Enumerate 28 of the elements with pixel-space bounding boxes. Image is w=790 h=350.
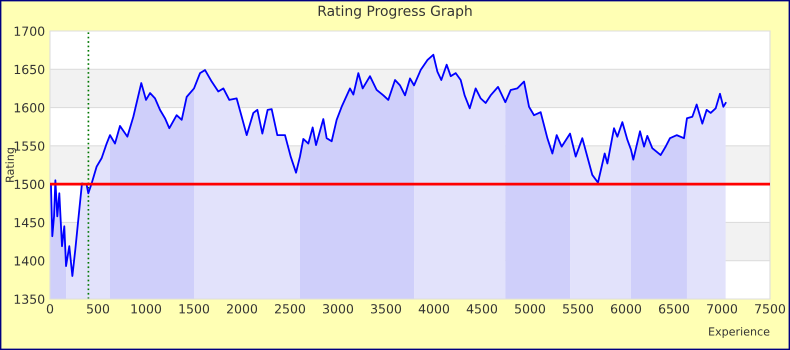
y-tick-label: 1350 <box>14 294 44 304</box>
x-tick-label: 500 <box>87 304 110 314</box>
x-tick-label: 2500 <box>275 304 306 314</box>
chart-title: Rating Progress Graph <box>318 5 472 19</box>
y-tick-label: 1450 <box>14 218 44 228</box>
x-tick-label: 3500 <box>371 304 402 314</box>
x-tick-label: 7500 <box>755 304 786 314</box>
x-tick-label: 0 <box>46 304 54 314</box>
x-tick-label: 4500 <box>466 304 498 314</box>
x-tick-label: 5000 <box>515 304 546 314</box>
y-tick-label: 1600 <box>14 103 44 112</box>
x-tick-label: 3000 <box>323 304 354 314</box>
x-tick-label: 2000 <box>227 304 258 314</box>
x-tick-label: 7000 <box>707 304 738 314</box>
x-tick-label: 6000 <box>610 304 642 314</box>
y-tick-label: 1550 <box>14 141 44 151</box>
y-tick-label: 1500 <box>14 180 44 190</box>
x-tick-label: 5500 <box>563 304 594 314</box>
y-axis-title: Rating <box>5 148 16 182</box>
y-tick-label: 1650 <box>14 64 44 74</box>
x-tick-label: 1000 <box>131 304 162 314</box>
x-tick-label: 6500 <box>658 304 690 314</box>
x-axis-title: Experience <box>709 327 770 338</box>
x-tick-label: 1500 <box>179 304 210 314</box>
x-tick-label: 4000 <box>418 304 450 314</box>
line-series <box>50 54 727 277</box>
y-tick-label: 1700 <box>14 26 44 36</box>
y-tick-label: 1400 <box>14 256 44 266</box>
